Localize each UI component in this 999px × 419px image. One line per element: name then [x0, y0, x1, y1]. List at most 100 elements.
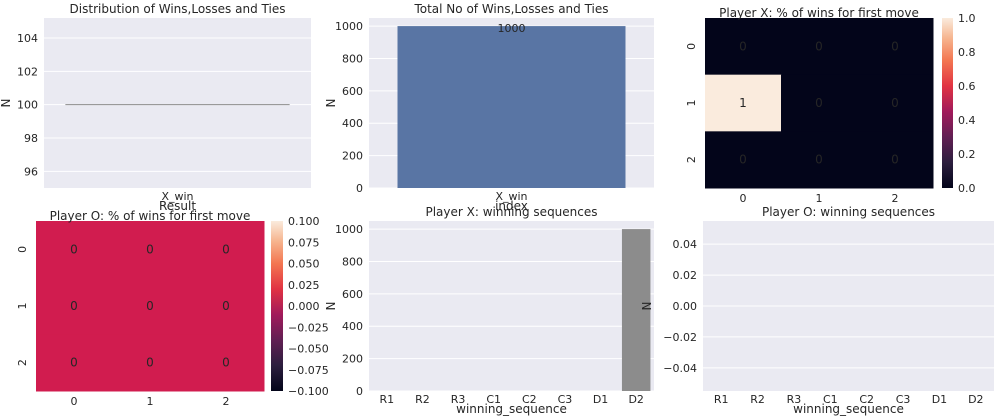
y-tick-label: 1000: [335, 223, 363, 236]
subplot-2: 0 0 0 1 0 0 0 0 0 0 1 2 0 1 2 Player X: % of wins for f…: [685, 6, 976, 205]
x-tick-label: R2: [415, 393, 430, 406]
heatmap-cell: [36, 334, 113, 392]
y-tick-label: 0: [356, 385, 363, 398]
heatmap-cell-label: 0: [146, 356, 154, 370]
x-tick-label: C3: [896, 393, 911, 406]
heatmap-cell-label: 0: [222, 299, 230, 313]
y-tick-label: 104: [17, 32, 38, 45]
y-tick-label: 800: [342, 255, 363, 268]
heatmap-cell-label: 0: [891, 96, 899, 110]
subplot-0: 96 98 100 102 104 X_win Distribution of Wins,L…: [0, 2, 311, 213]
x-tick-label: X_win: [495, 190, 527, 203]
y-tick-label: 0.00: [673, 300, 698, 313]
y-tick-label: 1: [685, 100, 698, 107]
heatmap-cell-label: 0: [815, 39, 823, 53]
x-tick-label: R1: [714, 393, 729, 406]
heatmap-cell-label: 1: [739, 96, 747, 110]
heatmap-cell-label: 0: [739, 39, 747, 53]
heatmap-cell: [112, 334, 189, 392]
x-tick-label: D1: [932, 393, 947, 406]
subplot-title: Distribution of Wins,Losses and Ties: [70, 2, 286, 16]
y-tick-label: −0.04: [663, 362, 697, 375]
heatmap-cell: [781, 131, 858, 189]
x-tick-label: R2: [750, 393, 765, 406]
y-tick-label: 600: [342, 85, 363, 98]
subplot-5: −0.04 −0.02 0.00 0.02 0.04 R1 R2 R3 C1 C2 C3 D1 D2 Pl…: [640, 205, 994, 416]
colorbar-tick-label: 0.100: [288, 215, 320, 228]
heatmap-cell: [857, 74, 934, 132]
y-tick-label: 0: [685, 43, 698, 50]
plot-area: [369, 221, 654, 391]
y-tick-label: −0.02: [663, 331, 697, 344]
heatmap-cell-label: 0: [70, 356, 78, 370]
y-tick-label: 200: [342, 353, 363, 366]
heatmap-cell-label: 0: [222, 356, 230, 370]
x-axis-label: winning_sequence: [456, 402, 567, 416]
y-axis-label: N: [324, 99, 338, 108]
y-tick-label: 0.02: [673, 269, 698, 282]
heatmap-cell: [36, 277, 113, 335]
x-tick-label: D2: [628, 393, 643, 406]
colorbar: [271, 221, 283, 391]
subplot-title: Player O: % of wins for first move: [50, 209, 251, 223]
heatmap-cell-label: 0: [222, 242, 230, 256]
y-tick-label: 400: [342, 117, 363, 130]
heatmap-cell: [36, 221, 113, 279]
y-tick-label: 0: [16, 246, 29, 253]
heatmap-cell: [112, 277, 189, 335]
x-tick-label: C2: [859, 393, 874, 406]
heatmap-cell: [781, 18, 858, 76]
subplot-3: 0 0 0 0 0 0 0 0 0 0 1 2 0 1 2 Player O: % of wins for f…: [16, 209, 329, 408]
heatmap-cell-label: 0: [891, 39, 899, 53]
x-tick-label: 2: [223, 395, 230, 408]
subplot-title: Player X: winning sequences: [425, 205, 597, 219]
x-tick-label: 1: [816, 192, 823, 205]
heatmap-cell-label: 0: [146, 299, 154, 313]
heatmap-cell-label: 0: [815, 153, 823, 167]
heatmap-cell-label: 0: [70, 299, 78, 313]
colorbar-tick-label: −0.025: [288, 321, 329, 334]
x-axis-label: winning_sequence: [793, 402, 904, 416]
y-tick-label: 100: [17, 99, 38, 112]
heatmap-cell: [781, 74, 858, 132]
subplot-title: Total No of Wins,Losses and Ties: [413, 2, 608, 16]
colorbar-tick-label: 0.8: [958, 46, 976, 59]
bar-data-label: 1000: [498, 22, 526, 35]
colorbar-tick-label: 0.2: [958, 148, 976, 161]
y-tick-label: 0.04: [673, 238, 698, 251]
y-tick-label: 200: [342, 150, 363, 163]
y-axis-label: N: [0, 99, 13, 108]
plot-area: [44, 18, 311, 188]
colorbar-tick-label: −0.050: [288, 343, 329, 356]
heatmap-cell: [705, 131, 782, 189]
heatmap-cell: [705, 18, 782, 76]
heatmap-cell: [188, 334, 265, 392]
y-tick-label: 1: [16, 303, 29, 310]
colorbar: [942, 18, 953, 188]
colorbar-tick-label: 0.050: [288, 258, 320, 271]
y-axis-label: N: [324, 302, 338, 311]
bar: [621, 229, 651, 391]
colorbar-tick-label: 0.6: [958, 80, 976, 93]
y-tick-label: 1000: [335, 20, 363, 33]
heatmap-cell-label: 0: [815, 96, 823, 110]
y-tick-label: 96: [24, 165, 38, 178]
x-axis-label: index: [495, 199, 528, 213]
y-tick-label: 98: [24, 132, 38, 145]
colorbar-tick-label: −0.100: [288, 385, 329, 398]
x-tick-label: C1: [823, 393, 838, 406]
y-tick-label: 2: [16, 359, 29, 366]
heatmap-cell-label: 0: [146, 242, 154, 256]
x-tick-label: R1: [379, 393, 394, 406]
heatmap-cell-label: 0: [739, 153, 747, 167]
bar: [397, 26, 626, 188]
colorbar-tick-label: 0.000: [288, 300, 320, 313]
x-axis-label: Result: [159, 199, 196, 213]
heatmap-cell: [188, 221, 265, 279]
colorbar-tick-label: −0.075: [288, 364, 329, 377]
x-tick-label: 0: [71, 395, 78, 408]
heatmap-cell: [857, 131, 934, 189]
x-tick-label: C1: [486, 393, 501, 406]
x-tick-label: 2: [892, 192, 899, 205]
